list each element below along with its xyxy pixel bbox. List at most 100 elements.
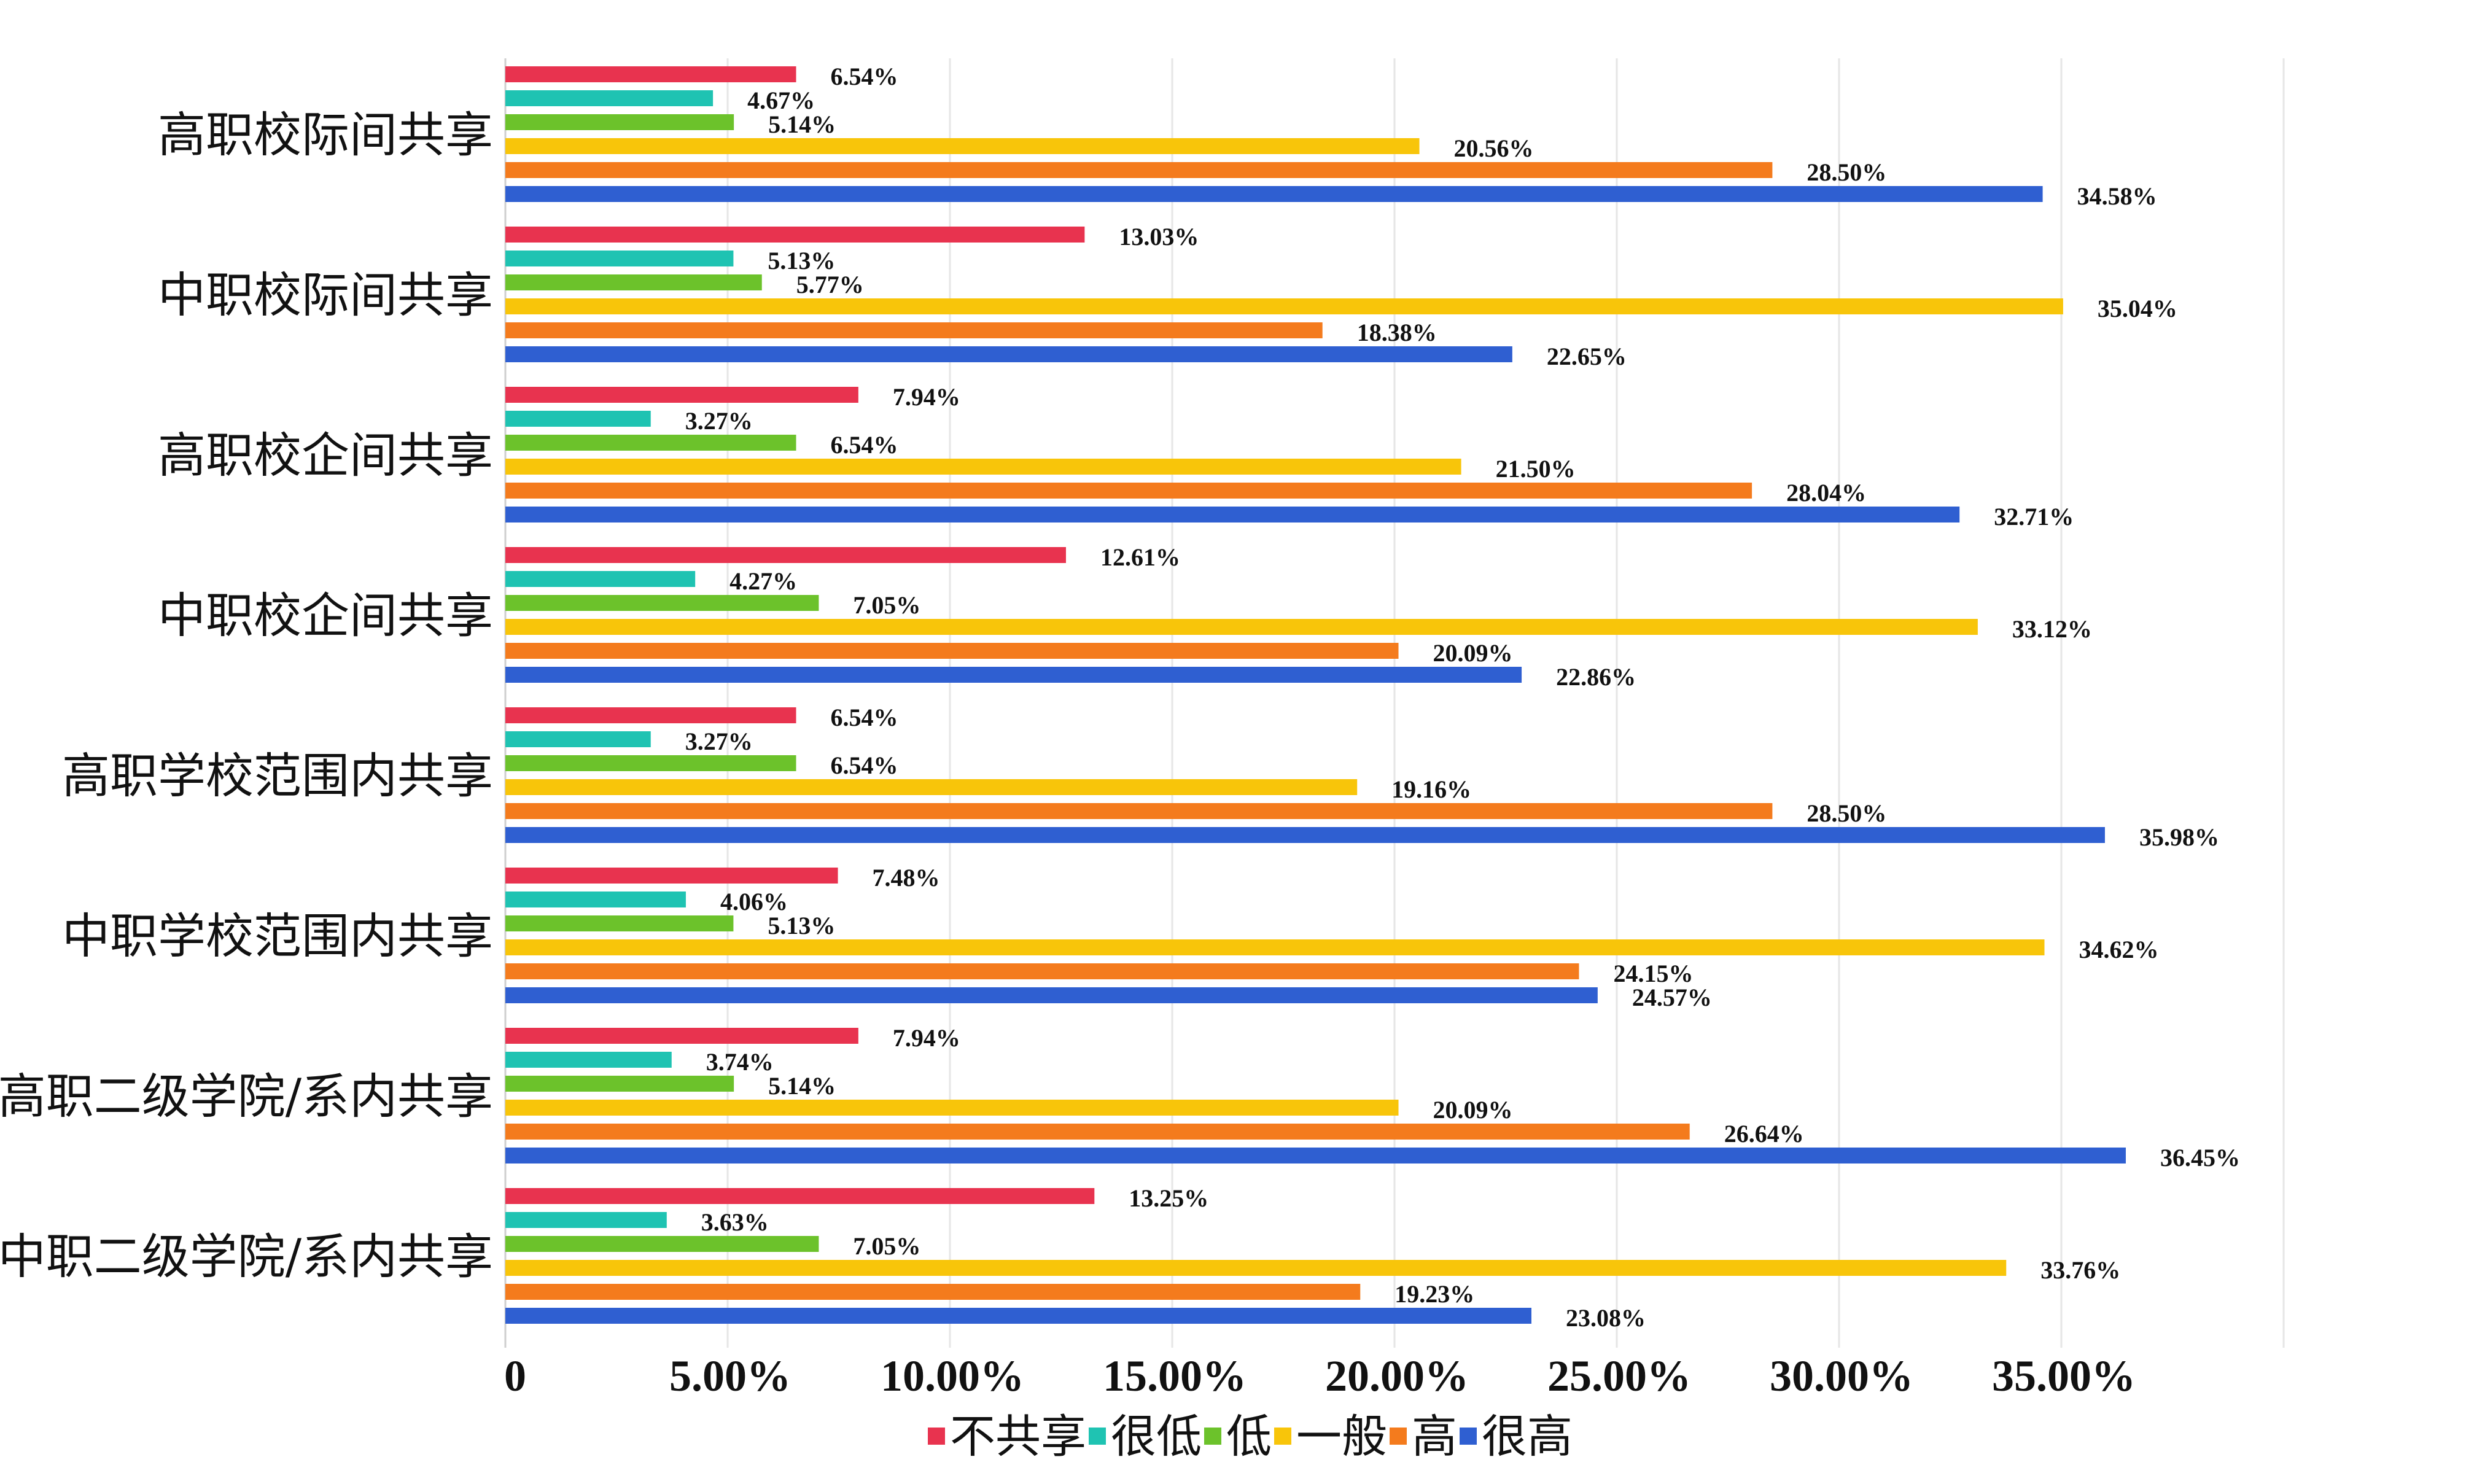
data-label: 7.05% [853, 591, 920, 619]
gridlines [504, 58, 2285, 1348]
value-axis: 0 5.00% 10.00% 15.00% 20.00% 25.00% 30.00% 35.0… [504, 1351, 2136, 1400]
bar [505, 643, 1399, 659]
bar [505, 1052, 672, 1068]
data-label: 28.50% [1807, 158, 1886, 186]
bar [505, 707, 796, 723]
bar [505, 411, 651, 427]
data-label: 5.14% [768, 111, 836, 138]
bar [505, 827, 2105, 843]
legend-label: 很高 [1482, 1410, 1573, 1463]
x-tick-label: 0 [504, 1351, 526, 1400]
bar [505, 1284, 1361, 1300]
data-label: 5.13% [768, 247, 835, 274]
data-label: 34.62% [2079, 936, 2158, 963]
data-label: 5.14% [768, 1072, 836, 1100]
data-label: 20.09% [1433, 639, 1513, 667]
x-tick-label: 20.00% [1325, 1351, 1469, 1400]
bar [505, 1212, 667, 1228]
bar [505, 667, 1522, 683]
x-tick-label: 35.00% [1992, 1351, 2136, 1400]
legend-label: 很低 [1111, 1410, 1202, 1463]
legend-label: 不共享 [950, 1410, 1086, 1463]
data-label: 12.61% [1100, 543, 1180, 571]
data-label: 20.09% [1433, 1096, 1513, 1124]
legend-label: 低 [1226, 1410, 1272, 1463]
bar [505, 571, 696, 587]
bar [505, 1100, 1399, 1116]
bars [505, 66, 2126, 1324]
bar [505, 939, 2045, 955]
data-label: 26.64% [1724, 1120, 1804, 1148]
bar [505, 138, 1420, 154]
data-label: 3.27% [685, 728, 753, 755]
data-label: 24.57% [1632, 984, 1712, 1011]
bar [505, 892, 686, 907]
data-label: 28.04% [1786, 479, 1866, 507]
data-labels: 6.54%4.67%5.14%20.56%28.50%34.58%13.03%5… [685, 63, 2240, 1332]
bar [505, 66, 796, 82]
data-label: 6.54% [830, 704, 898, 731]
bar [505, 1260, 2007, 1276]
legend: 不共享 很低低一般高很高 [928, 1410, 1573, 1463]
bar [505, 274, 762, 290]
bar [505, 90, 714, 106]
data-label: 19.23% [1394, 1280, 1474, 1308]
bar [505, 915, 734, 931]
data-label: 6.54% [830, 752, 898, 779]
bar [505, 1236, 819, 1252]
legend-item: 低 [1204, 1410, 1272, 1463]
bar [505, 868, 838, 884]
data-label: 35.04% [2098, 295, 2177, 322]
data-label: 20.56% [1454, 134, 1534, 162]
bar [505, 227, 1085, 243]
bar [505, 114, 734, 130]
bar [505, 547, 1066, 563]
bar [505, 1308, 1531, 1324]
bar [505, 595, 819, 611]
data-label: 4.06% [720, 888, 788, 915]
data-label: 22.65% [1547, 343, 1627, 370]
data-label: 21.50% [1496, 455, 1576, 483]
data-label: 3.74% [706, 1048, 774, 1076]
data-label: 32.71% [1994, 503, 2074, 530]
legend-item: 很低 [1089, 1410, 1202, 1463]
legend-swatch [1390, 1428, 1407, 1445]
bar [505, 251, 734, 266]
data-label: 3.63% [701, 1208, 769, 1236]
legend-label: 一般 [1296, 1410, 1387, 1463]
data-label: 4.27% [729, 567, 797, 595]
bar [505, 435, 796, 451]
bar [505, 322, 1323, 338]
bar [505, 619, 1978, 635]
bar [505, 731, 651, 747]
data-label: 23.08% [1566, 1304, 1646, 1332]
data-label: 33.76% [2040, 1256, 2120, 1284]
bar [505, 162, 1773, 178]
x-tick-label: 25.00% [1547, 1351, 1691, 1400]
category-label: 中职校企间共享 [158, 589, 493, 644]
bar [505, 483, 1752, 499]
bar [505, 1076, 734, 1092]
legend-swatch [1204, 1428, 1221, 1445]
category-label: 中职校际间共享 [158, 268, 493, 324]
legend-swatch [1089, 1428, 1106, 1445]
data-label: 13.03% [1119, 223, 1199, 251]
bar [505, 779, 1358, 795]
category-axis: 高职校际间共享中职校际间共享高职校企间共享中职校企间共享高职学校范围内共享中职学… [0, 108, 493, 1285]
bar [505, 987, 1598, 1003]
data-label: 7.94% [893, 1024, 960, 1052]
x-tick-label: 10.00% [881, 1351, 1024, 1400]
legend-swatch [1460, 1428, 1477, 1445]
legend-item: 一般 [1274, 1410, 1387, 1463]
legend-label: 高 [1412, 1410, 1457, 1463]
bar [505, 1188, 1095, 1204]
data-label: 5.77% [796, 271, 864, 298]
legend-item: 高 [1390, 1410, 1457, 1463]
x-tick-label: 5.00% [669, 1351, 791, 1400]
legend-item: 不共享 [928, 1410, 1086, 1463]
data-label: 7.05% [853, 1232, 920, 1260]
legend-item: 很高 [1460, 1410, 1573, 1463]
legend-swatch [1274, 1428, 1291, 1445]
data-label: 33.12% [2012, 615, 2092, 643]
